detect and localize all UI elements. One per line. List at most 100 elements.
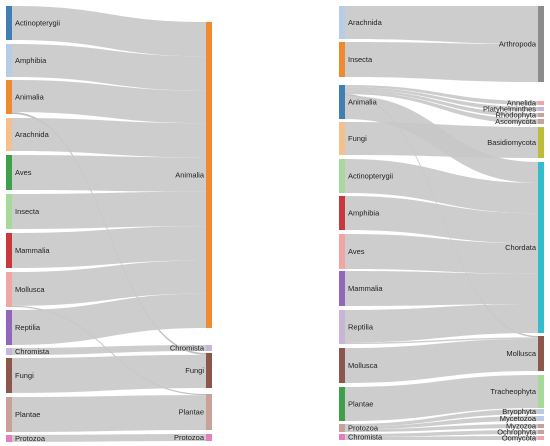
link-reptilia-to-animalia	[12, 293, 206, 345]
target-label-oomycota: Oomycota	[502, 434, 537, 443]
source-label-aves: Aves	[15, 168, 32, 177]
source-label-plantae: Plantae	[15, 410, 40, 419]
link-animalia-to-annelida	[345, 85, 538, 105]
source-node-arachnida[interactable]	[339, 6, 345, 39]
source-node-amphibia[interactable]	[339, 196, 345, 230]
source-node-protozoa[interactable]	[339, 424, 345, 432]
source-label-plantae: Plantae	[348, 400, 373, 409]
target-node-basidiomycota[interactable]	[538, 127, 544, 158]
source-node-aves[interactable]	[6, 155, 12, 190]
right-sankey-nodes: Arachnida Insecta Animalia Fungi Actinoptery…	[339, 6, 544, 443]
source-label-fungi: Fungi	[348, 134, 367, 143]
target-node-ascomycota[interactable]	[538, 119, 544, 124]
target-node-arthropoda[interactable]	[538, 6, 544, 82]
link-insecta-to-animalia	[12, 191, 206, 229]
target-label-annelida: Annelida	[507, 99, 537, 108]
source-label-chromista: Chromista	[348, 433, 383, 442]
source-node-mammalia[interactable]	[6, 233, 12, 268]
link-insecta-to-arthropoda	[345, 42, 538, 82]
link-aves-to-chordata	[345, 234, 538, 274]
source-node-mollusca[interactable]	[339, 348, 345, 383]
source-node-aves[interactable]	[339, 234, 345, 269]
source-label-animalia: Animalia	[15, 93, 45, 102]
target-node-fungi[interactable]	[206, 353, 212, 388]
target-node-oomycota[interactable]	[538, 436, 544, 440]
link-mollusca-to-mollusca	[345, 338, 538, 383]
source-label-arachnida: Arachnida	[348, 18, 383, 27]
link-animalia-to-animalia	[12, 80, 206, 124]
target-node-rhodophyta[interactable]	[538, 113, 544, 117]
link-aves-to-animalia	[12, 155, 206, 192]
source-label-insecta: Insecta	[15, 207, 40, 216]
source-label-actinopterygii: Actinopterygii	[348, 172, 393, 181]
target-node-mollusca[interactable]	[538, 336, 544, 371]
link-amphibia-to-animalia	[12, 44, 206, 91]
link-animalia-to-ascomycota	[345, 91, 538, 124]
source-label-mollusca: Mollusca	[348, 361, 378, 370]
source-node-chromista[interactable]	[6, 348, 12, 355]
target-node-tracheophyta[interactable]	[538, 375, 544, 408]
link-fungi-to-basidiomycota	[345, 122, 538, 158]
source-node-reptilia[interactable]	[339, 310, 345, 344]
source-node-insecta[interactable]	[339, 42, 345, 77]
target-node-annelida[interactable]	[538, 101, 544, 105]
target-node-myzozoa[interactable]	[538, 424, 544, 428]
target-node-plantae[interactable]	[206, 394, 212, 430]
left-sankey-links	[12, 6, 206, 442]
source-label-chromista: Chromista	[15, 347, 50, 356]
source-label-insecta: Insecta	[348, 55, 373, 64]
source-node-reptilia[interactable]	[6, 310, 12, 345]
link-reptilia-to-mollusca	[345, 337, 538, 344]
target-node-protozoa[interactable]	[206, 434, 212, 441]
source-label-fungi: Fungi	[15, 371, 34, 380]
target-label-chordata: Chordata	[505, 243, 537, 252]
target-node-ochrophyta[interactable]	[538, 430, 544, 434]
target-label-rhodophyta: Rhodophyta	[496, 111, 537, 120]
target-label-plantae: Plantae	[179, 408, 204, 417]
target-node-mycetozoa[interactable]	[538, 416, 544, 421]
source-label-mammalia: Mammalia	[348, 284, 383, 293]
source-node-insecta[interactable]	[6, 194, 12, 229]
source-label-aves: Aves	[348, 247, 365, 256]
source-node-fungi[interactable]	[6, 358, 12, 393]
source-node-animalia[interactable]	[339, 85, 345, 119]
right-sankey-links	[345, 6, 538, 440]
source-node-mammalia[interactable]	[339, 271, 345, 306]
link-chromista-to-oomycota	[345, 436, 538, 440]
source-node-animalia[interactable]	[6, 80, 12, 114]
target-node-chromista[interactable]	[206, 345, 212, 351]
source-node-actinopterygii[interactable]	[339, 159, 345, 193]
source-label-mollusca: Mollusca	[15, 285, 45, 294]
source-node-fungi[interactable]	[339, 122, 345, 155]
source-label-animalia: Animalia	[348, 98, 378, 107]
source-node-plantae[interactable]	[6, 397, 12, 432]
target-node-animalia[interactable]	[206, 22, 212, 328]
link-mollusca-to-animalia	[12, 260, 206, 306]
source-node-plantae[interactable]	[339, 387, 345, 421]
target-label-tracheophyta: Tracheophyta	[490, 387, 536, 396]
source-label-reptilia: Reptilia	[15, 323, 41, 332]
left-sankey-nodes: Actinopterygii Amphibia Animalia Arachnida A…	[6, 6, 212, 443]
target-node-bryophyta[interactable]	[538, 409, 544, 414]
target-label-ochrophyta: Ochrophyta	[497, 428, 537, 437]
link-arachnida-to-animalia	[12, 118, 206, 158]
target-node-chordata[interactable]	[538, 162, 544, 333]
source-node-arachnida[interactable]	[6, 118, 12, 151]
source-node-chromista[interactable]	[339, 434, 345, 440]
link-protozoa-to-myzozoa	[345, 424, 538, 432]
source-node-amphibia[interactable]	[6, 44, 12, 77]
link-mammalia-to-animalia	[12, 226, 206, 268]
link-protozoa-to-protozoa	[12, 434, 206, 442]
link-animalia-to-rhodophyta	[345, 89, 538, 117]
source-node-mollusca[interactable]	[6, 272, 12, 307]
target-label-mycetozoa: Mycetozoa	[500, 414, 537, 423]
source-node-protozoa[interactable]	[6, 435, 12, 442]
source-label-reptilia: Reptilia	[348, 323, 374, 332]
link-chromista-to-ochrophyta	[345, 430, 538, 437]
target-label-bryophyta: Bryophyta	[502, 407, 537, 416]
target-label-arthropoda: Arthropoda	[499, 40, 537, 49]
target-node-platyhelminthes[interactable]	[538, 107, 544, 111]
source-node-actinopterygii[interactable]	[6, 6, 12, 40]
target-label-protozoa: Protozoa	[174, 433, 205, 442]
